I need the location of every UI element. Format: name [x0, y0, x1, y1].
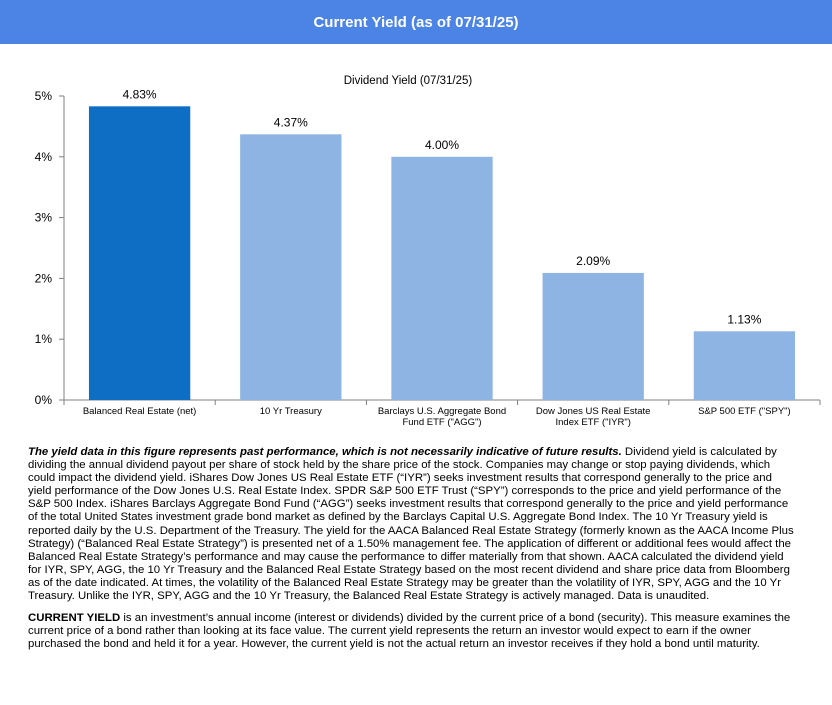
category-label: 10 Yr Treasury: [260, 406, 322, 417]
chart-title: Dividend Yield (07/31/25): [344, 75, 473, 87]
current-yield-term: CURRENT YIELD: [28, 612, 121, 625]
data-label: 2.09%: [576, 254, 610, 268]
category-label: Balanced Real Estate (net): [83, 406, 197, 417]
current-yield-definition: CURRENT YIELD is an investment’s annual …: [28, 612, 798, 651]
category-label: Barclays U.S. Aggregate Bond Fund ETF ("A…: [378, 406, 506, 428]
disclosure-paragraph: The yield data in this figure represents…: [28, 446, 798, 603]
bar: [88, 106, 191, 400]
data-label: 4.37%: [274, 115, 308, 129]
dividend-yield-chart: Dividend Yield (07/31/25) 0% 1% 2% 3% 4% 5% 4…: [35, 75, 821, 428]
category-label-line: Balanced Real Estate (net): [83, 406, 197, 417]
data-label: 1.13%: [727, 312, 761, 326]
page-title: Current Yield (as of 07/31/25): [313, 13, 519, 31]
category-label-line: 10 Yr Treasury: [260, 406, 322, 417]
category-label: S&P 500 ETF ("SPY"): [698, 406, 791, 417]
category-label-line: Fund ETF ("AGG"): [402, 417, 481, 428]
bar: [240, 134, 342, 400]
category-label-line: Dow Jones US Real Estate: [536, 406, 651, 417]
y-tick-label: 1%: [35, 332, 53, 346]
y-tick-label: 2%: [35, 271, 53, 285]
header-bar: Current Yield (as of 07/31/25): [0, 0, 832, 44]
bar: [693, 331, 796, 400]
category-label-line: S&P 500 ETF ("SPY"): [698, 406, 791, 417]
category-label-line: Barclays U.S. Aggregate Bond: [378, 406, 506, 417]
y-tick-label: 0%: [35, 393, 53, 407]
y-tick-label: 3%: [35, 211, 53, 225]
bar: [391, 156, 493, 400]
past-performance-warning: The yield data in this figure represents…: [28, 446, 622, 458]
bar: [542, 272, 644, 400]
disclosure-notes: The yield data in this figure represents…: [28, 446, 798, 651]
data-label: 4.83%: [123, 87, 157, 101]
y-tick-label: 4%: [35, 150, 53, 164]
y-tick-label: 5%: [35, 89, 53, 103]
data-label: 4.00%: [425, 138, 459, 152]
category-label: Dow Jones US Real Estate Index ETF ("IYR"…: [536, 406, 651, 428]
current-yield-text: is an investment’s annual income (intere…: [28, 612, 791, 651]
disclosure-text: Dividend yield is calculated by dividing…: [28, 446, 794, 603]
category-label-line: Index ETF ("IYR"): [556, 417, 631, 428]
